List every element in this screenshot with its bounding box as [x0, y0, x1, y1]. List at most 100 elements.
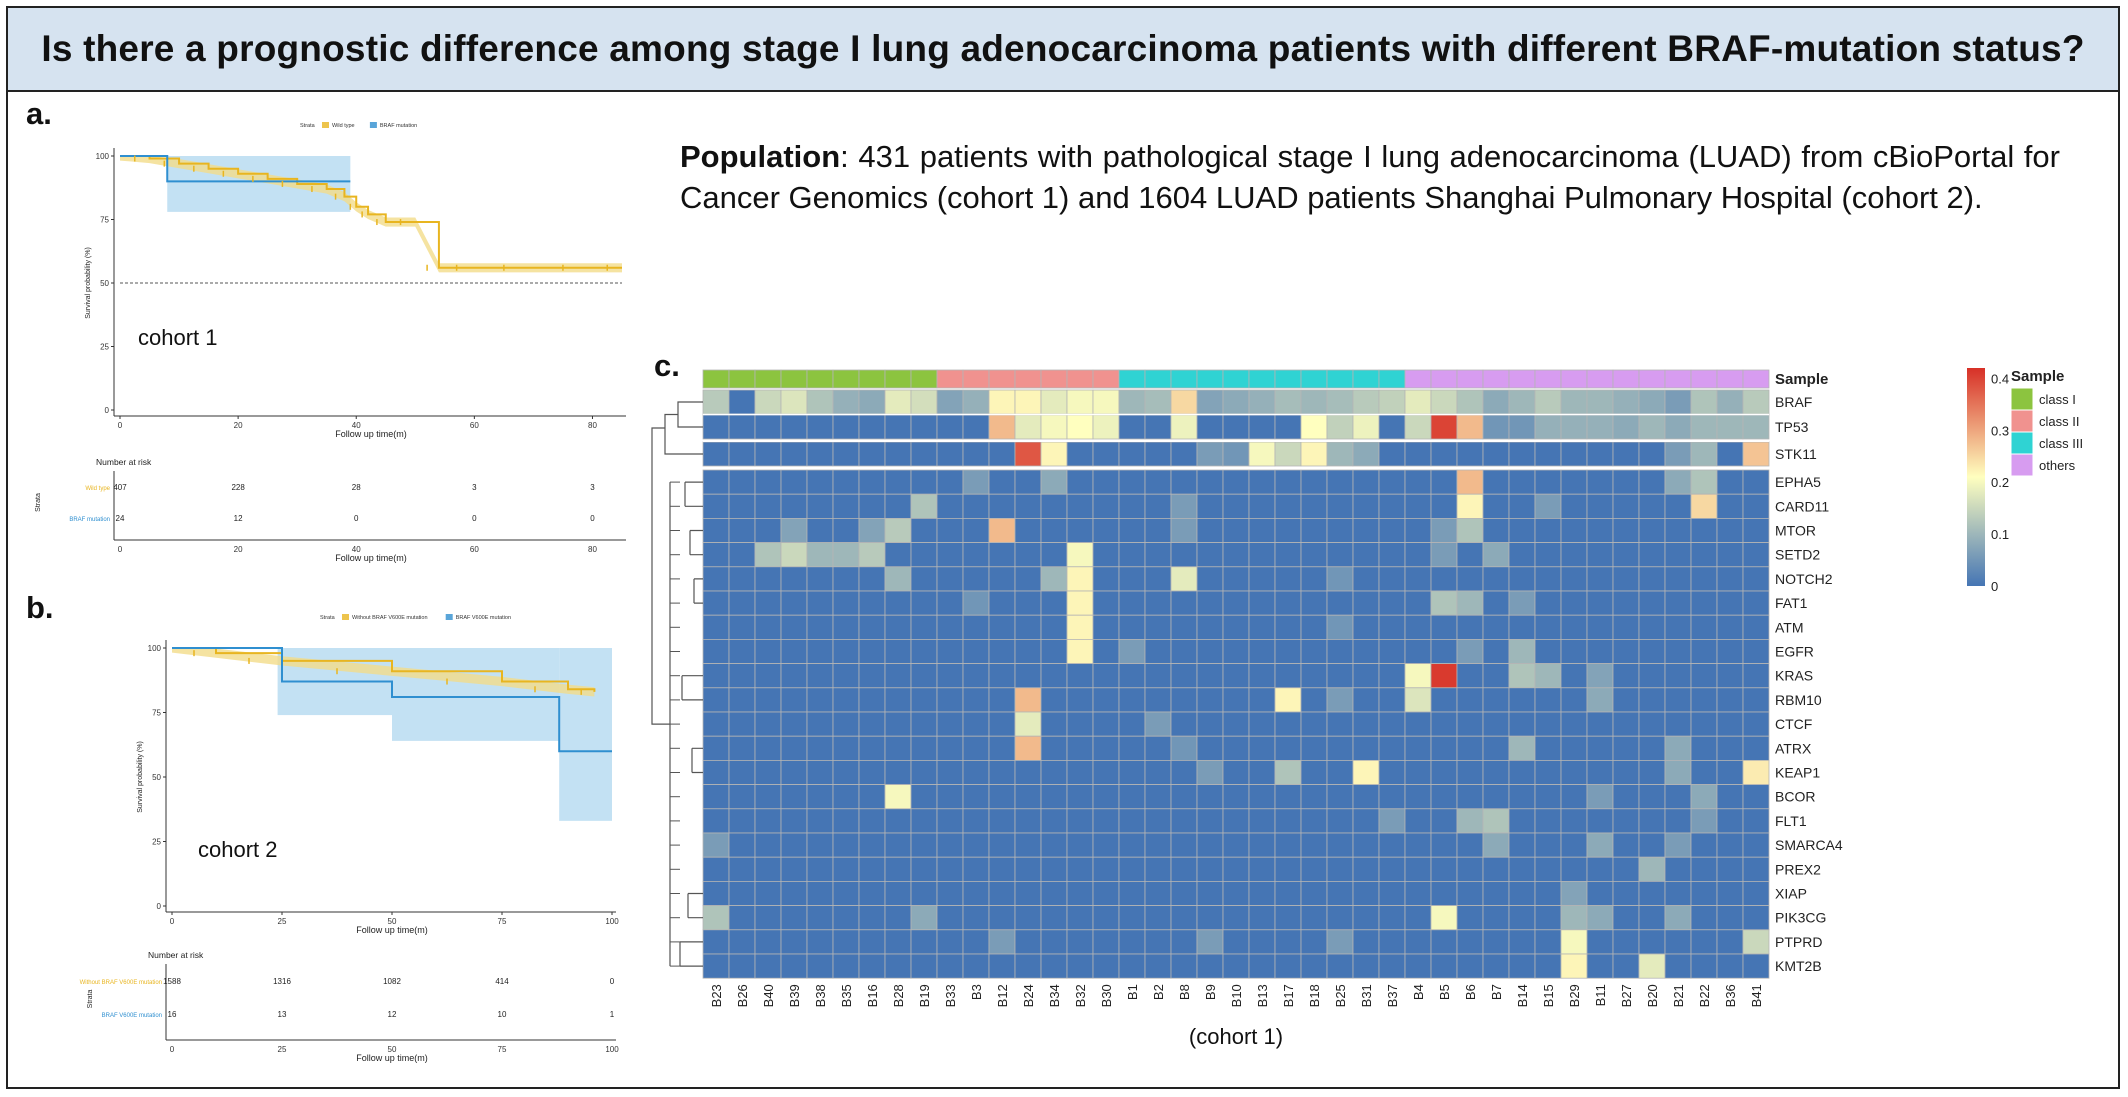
heatmap-cell [1326, 518, 1354, 544]
heatmap-cell [780, 469, 808, 495]
heatmap-cell [1118, 614, 1146, 640]
heatmap-cell [1534, 735, 1562, 761]
heatmap-cell [1352, 614, 1380, 640]
heatmap-cell [910, 832, 938, 858]
heatmap-cell [1196, 905, 1224, 931]
heatmap-cell [1248, 441, 1276, 467]
heatmap-cell [858, 808, 886, 834]
y-tick-label: 0 [105, 406, 110, 415]
heatmap-cell [1690, 441, 1718, 467]
heatmap-cell [1716, 542, 1744, 568]
heatmap-cell [858, 441, 886, 467]
heatmap-cell [1560, 469, 1588, 495]
heatmap-cell [1456, 389, 1484, 415]
heatmap-cell [1638, 614, 1666, 640]
heatmap-cell [1742, 590, 1770, 616]
dendrogram-branch [651, 427, 670, 725]
heatmap-cell [1326, 905, 1354, 931]
gene-label: KMT2B [1775, 958, 1822, 974]
heatmap-cell [1456, 663, 1484, 689]
heatmap-cell [702, 469, 730, 495]
heatmap-cell [1092, 614, 1120, 640]
heatmap-cell [832, 881, 860, 907]
heatmap-cell [988, 784, 1016, 810]
heatmap-cell [936, 614, 964, 640]
risk-x-tick-label: 0 [118, 545, 123, 554]
heatmap-cell [1664, 735, 1692, 761]
sample-label: B25 [1333, 984, 1348, 1007]
heatmap-cell [1482, 735, 1510, 761]
legend-entry-0: Without BRAF V600E mutation [352, 615, 428, 621]
heatmap-cell [1508, 905, 1536, 931]
heatmap-cell [1430, 711, 1458, 737]
heatmap-cell [910, 441, 938, 467]
heatmap-cell [1352, 469, 1380, 495]
heatmap-cell [1534, 808, 1562, 834]
heatmap-cell [1482, 687, 1510, 713]
heatmap-cell [1196, 760, 1224, 786]
heatmap-cell [1196, 808, 1224, 834]
heatmap-cell [1742, 493, 1770, 519]
heatmap-cell [1118, 953, 1146, 979]
heatmap-cell [858, 639, 886, 665]
heatmap-cell [1092, 711, 1120, 737]
legend-swatch-0 [322, 122, 329, 128]
heatmap-cell [1482, 856, 1510, 882]
dendrogram-branch [687, 892, 703, 919]
heatmap-cell [1196, 639, 1224, 665]
title-bar: Is there a prognostic difference among s… [6, 6, 2120, 92]
heatmap-cell [780, 711, 808, 737]
heatmap-cell [1742, 784, 1770, 810]
heatmap-cell [1508, 929, 1536, 955]
heatmap-cell [1170, 784, 1198, 810]
heatmap-cell [1014, 663, 1042, 689]
sample-label: B16 [865, 984, 880, 1007]
heatmap-cell [1430, 493, 1458, 519]
heatmap-cell [962, 687, 990, 713]
heatmap-cell [1196, 953, 1224, 979]
sample-label: B34 [1047, 984, 1062, 1007]
heatmap-cell [962, 953, 990, 979]
heatmap-cell [806, 614, 834, 640]
heatmap-cell [1508, 441, 1536, 467]
heatmap-cell [754, 614, 782, 640]
heatmap-cell [1534, 414, 1562, 440]
heatmap-cell [702, 856, 730, 882]
heatmap-cell [962, 566, 990, 592]
sample-label: B23 [709, 984, 724, 1007]
heatmap-cell [1716, 808, 1744, 834]
gene-label: FAT1 [1775, 595, 1808, 611]
heatmap-cell [1638, 639, 1666, 665]
heatmap-cell [858, 469, 886, 495]
heatmap-cell [1586, 414, 1614, 440]
gene-label: KEAP1 [1775, 765, 1820, 781]
heatmap-cell [1040, 566, 1068, 592]
heatmap-cell [1040, 493, 1068, 519]
heatmap-cell [1118, 441, 1146, 467]
heatmap-cell [962, 493, 990, 519]
heatmap-cell [1014, 856, 1042, 882]
heatmap-cell [1170, 590, 1198, 616]
heatmap-cell [1326, 711, 1354, 737]
sample-label: B9 [1203, 984, 1218, 1000]
heatmap-cell [1742, 566, 1770, 592]
heatmap-cell [1456, 614, 1484, 640]
heatmap-cell [1352, 808, 1380, 834]
heatmap-cell [806, 832, 834, 858]
x-axis-label: Follow up time(m) [335, 429, 407, 439]
heatmap-cell [1430, 663, 1458, 689]
heatmap-cell [1638, 414, 1666, 440]
heatmap-cell [1144, 639, 1172, 665]
heatmap-cell [1560, 441, 1588, 467]
heatmap-cell [1248, 542, 1276, 568]
heatmap-cell [1248, 614, 1276, 640]
heatmap-cell [832, 687, 860, 713]
heatmap-cell [1534, 760, 1562, 786]
heatmap-cell [728, 881, 756, 907]
heatmap-cell [806, 518, 834, 544]
heatmap-cell [1664, 542, 1692, 568]
heatmap-cell [910, 929, 938, 955]
heatmap-cell [702, 441, 730, 467]
heatmap-cell [1274, 414, 1302, 440]
heatmap-cell [1508, 614, 1536, 640]
